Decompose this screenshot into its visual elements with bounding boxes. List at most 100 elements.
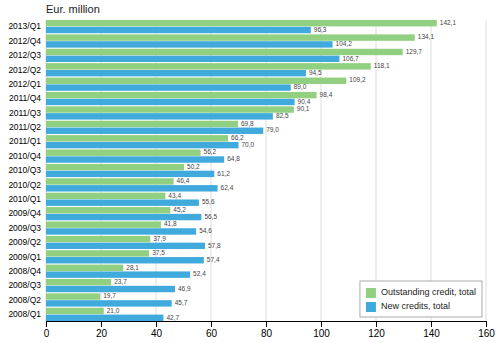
bar bbox=[46, 257, 204, 263]
tick: 2008/Q2 bbox=[8, 295, 41, 305]
bar bbox=[46, 34, 415, 40]
tick: 2009/Q1 bbox=[8, 252, 41, 262]
x-axis: 020406080100120140160 bbox=[44, 321, 496, 339]
grid bbox=[46, 20, 486, 321]
tick: 2012/Q4 bbox=[8, 36, 41, 46]
legend-label: New credits, total bbox=[381, 301, 450, 311]
bar bbox=[46, 113, 273, 119]
tick: 40 bbox=[151, 321, 163, 339]
tick: 2009/Q3 bbox=[8, 223, 41, 233]
bar bbox=[46, 265, 123, 271]
tick: 0 bbox=[44, 321, 50, 339]
data-label: 46,9 bbox=[178, 285, 191, 292]
chart: 142,1134,1129,7118,1109,298,490,169,866,… bbox=[0, 0, 500, 343]
data-label: 90,1 bbox=[297, 105, 310, 112]
tick-label: 2008/Q1 bbox=[8, 309, 41, 319]
data-label: 61,2 bbox=[217, 170, 230, 177]
tick: 2011/Q1 bbox=[9, 136, 41, 146]
tick-label: 2009/Q2 bbox=[8, 237, 41, 247]
tick-label: 2011/Q3 bbox=[9, 108, 41, 118]
bar bbox=[46, 286, 175, 292]
tick-label: 160 bbox=[478, 328, 495, 339]
tick-mark bbox=[321, 321, 322, 327]
bar bbox=[46, 271, 190, 277]
bar bbox=[46, 300, 172, 306]
legend-label: Outstanding credit, total bbox=[381, 287, 476, 297]
tick: 60 bbox=[206, 321, 218, 339]
bar bbox=[46, 185, 218, 191]
tick: 2012/Q2 bbox=[8, 65, 41, 75]
tick-mark bbox=[266, 321, 267, 327]
bar bbox=[46, 178, 174, 184]
tick-label: 2010/Q1 bbox=[8, 194, 41, 204]
tick-label: 2010/Q3 bbox=[8, 165, 41, 175]
data-label: 21,0 bbox=[107, 307, 120, 314]
tick-mark bbox=[46, 321, 47, 327]
bar bbox=[46, 121, 238, 127]
tick: 2008/Q1 bbox=[8, 309, 41, 319]
bar bbox=[46, 41, 333, 47]
bar bbox=[46, 199, 199, 205]
data-label: 52,4 bbox=[193, 270, 206, 277]
tick-label: 2012/Q4 bbox=[8, 36, 41, 46]
bar bbox=[46, 207, 170, 213]
tick-label: 2009/Q3 bbox=[8, 223, 41, 233]
data-label: 57,4 bbox=[207, 256, 220, 263]
data-label: 19,7 bbox=[103, 292, 116, 299]
tick: 140 bbox=[423, 321, 440, 339]
bar bbox=[46, 135, 228, 141]
tick-label: 2012/Q3 bbox=[8, 50, 41, 60]
data-label: 62,4 bbox=[221, 184, 234, 191]
data-label: 96,3 bbox=[314, 26, 327, 33]
legend-item: Outstanding credit, total bbox=[366, 287, 476, 298]
bar bbox=[46, 171, 214, 177]
tick: 2012/Q1 bbox=[8, 79, 41, 89]
tick-label: 140 bbox=[423, 328, 440, 339]
tick: 2010/Q1 bbox=[8, 194, 41, 204]
legend-swatch bbox=[366, 302, 376, 312]
tick: 2008/Q3 bbox=[8, 280, 41, 290]
data-label: 118,1 bbox=[374, 62, 390, 69]
tick-mark bbox=[156, 321, 157, 327]
bar bbox=[46, 128, 263, 134]
bar bbox=[46, 250, 149, 256]
legend-swatch bbox=[366, 288, 376, 298]
tick-label: 2008/Q2 bbox=[8, 295, 41, 305]
legend-frame bbox=[360, 281, 482, 317]
data-label: 55,6 bbox=[202, 198, 215, 205]
bar bbox=[46, 221, 161, 227]
tick: 2011/Q3 bbox=[9, 108, 41, 118]
tick-mark bbox=[211, 321, 212, 327]
bar bbox=[46, 84, 291, 90]
data-label: 50,2 bbox=[187, 163, 200, 170]
bar bbox=[46, 293, 100, 299]
data-label: 42,7 bbox=[166, 314, 179, 321]
tick: 2008/Q4 bbox=[8, 266, 41, 276]
bar bbox=[46, 27, 311, 33]
tick-label: 2011/Q4 bbox=[9, 93, 41, 103]
tick: 2012/Q3 bbox=[8, 50, 41, 60]
data-label: 56,5 bbox=[204, 213, 217, 220]
bar bbox=[46, 156, 224, 162]
bar bbox=[46, 149, 201, 155]
tick: 2009/Q2 bbox=[8, 237, 41, 247]
bar bbox=[46, 63, 371, 69]
tick: 2011/Q2 bbox=[9, 122, 41, 132]
tick-label: 2013/Q1 bbox=[8, 21, 41, 31]
tick: 120 bbox=[368, 321, 385, 339]
tick-label: 0 bbox=[44, 328, 50, 339]
bar bbox=[46, 308, 104, 314]
tick-label: 60 bbox=[206, 328, 218, 339]
tick-label: 2011/Q1 bbox=[9, 136, 41, 146]
bar bbox=[46, 214, 201, 220]
tick: 100 bbox=[313, 321, 330, 339]
data-label: 90,4 bbox=[298, 98, 311, 105]
bar bbox=[46, 142, 239, 148]
tick-label: 2010/Q4 bbox=[8, 151, 41, 161]
bar bbox=[46, 56, 339, 62]
axis-line bbox=[47, 322, 487, 328]
data-label: 104,2 bbox=[336, 40, 353, 47]
data-label: 45,7 bbox=[175, 299, 188, 306]
grid-line bbox=[486, 20, 487, 321]
data-label: 79,0 bbox=[266, 126, 279, 133]
